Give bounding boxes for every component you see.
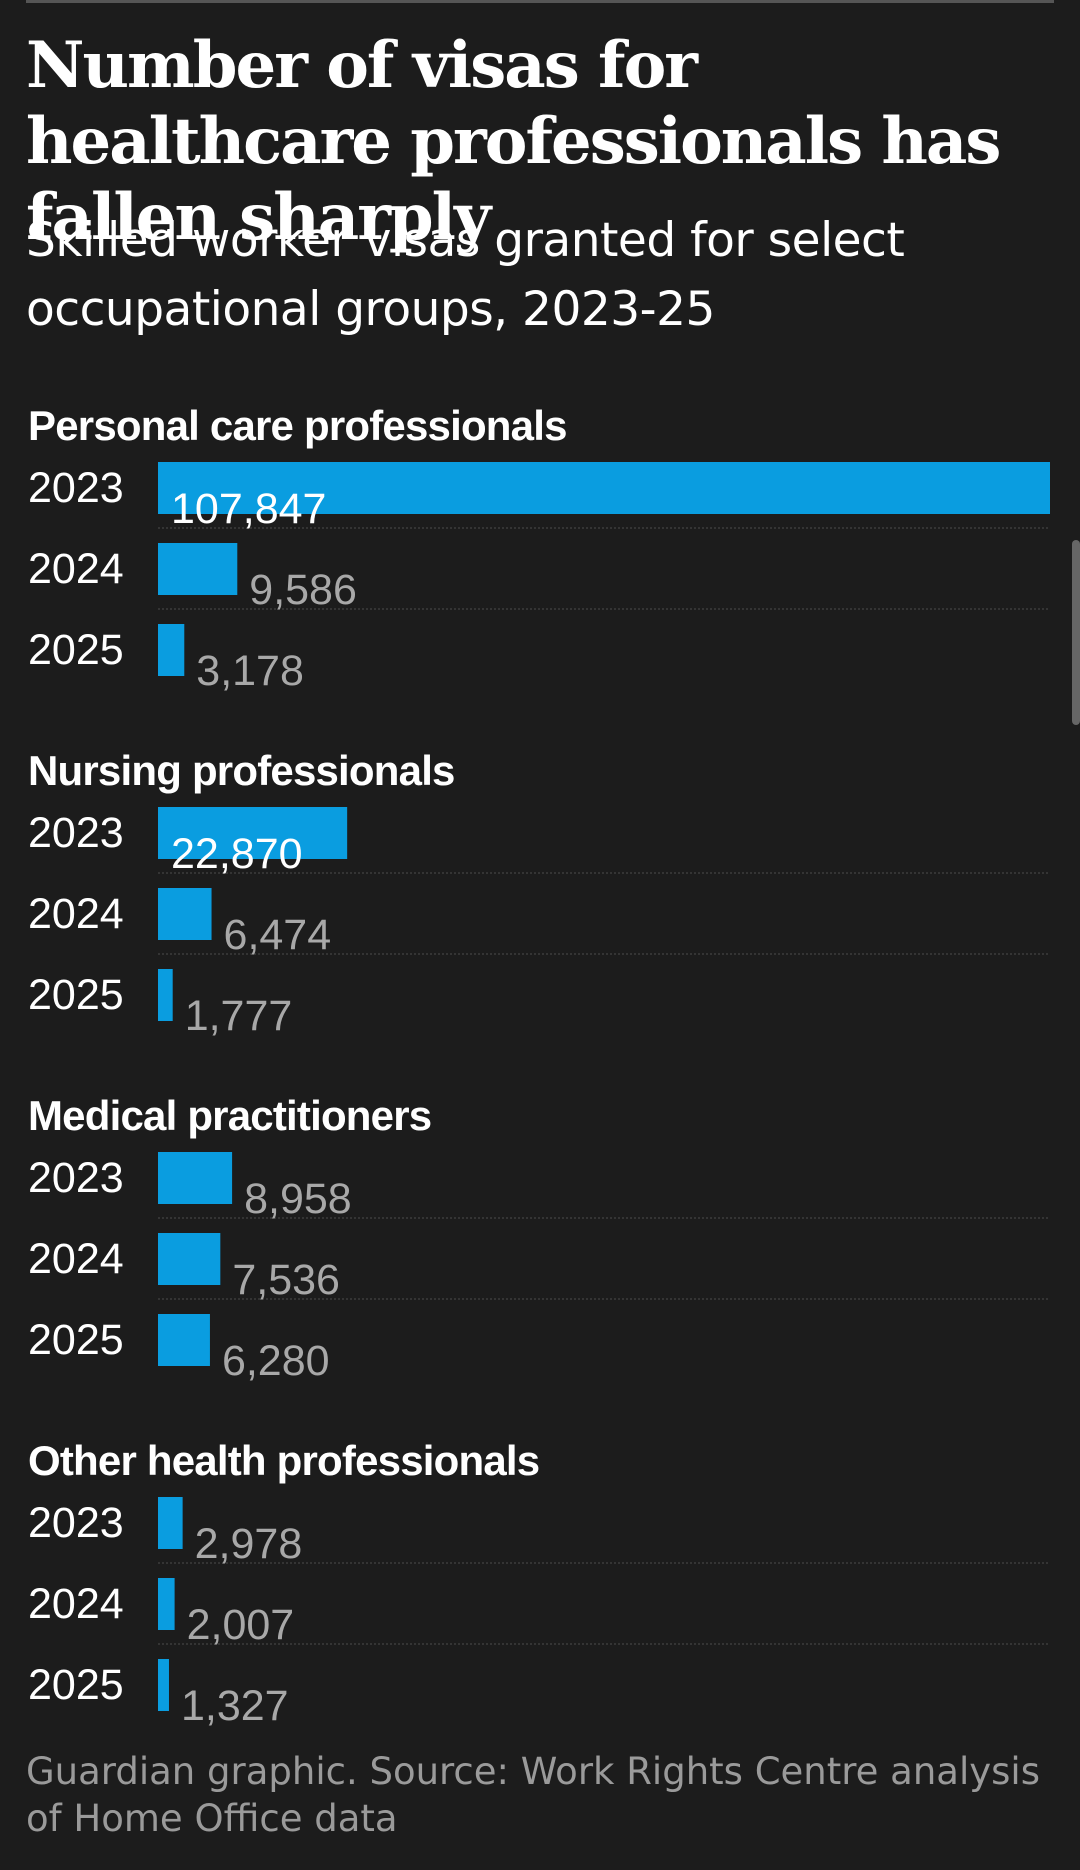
scrollbar[interactable] — [1072, 540, 1080, 725]
value-label: 107,847 — [171, 485, 326, 533]
year-label: 2024 — [28, 1580, 124, 1628]
bar — [158, 1578, 175, 1630]
bar — [158, 969, 173, 1021]
value-label: 6,474 — [224, 911, 332, 959]
year-label: 2025 — [28, 971, 124, 1019]
year-label: 2023 — [28, 1154, 124, 1202]
group-heading: Nursing professionals — [28, 747, 455, 794]
top-rule — [26, 0, 1054, 3]
bar — [158, 462, 1050, 514]
bar — [158, 1314, 210, 1366]
value-label: 2,978 — [195, 1520, 303, 1568]
bar — [158, 1152, 233, 1204]
group-heading: Medical practitioners — [28, 1092, 431, 1139]
year-label: 2025 — [28, 1316, 124, 1364]
bar — [158, 888, 212, 940]
year-label: 2025 — [28, 626, 124, 674]
bar — [158, 1497, 183, 1549]
value-label: 9,586 — [249, 566, 357, 614]
bar — [158, 624, 185, 676]
value-label: 22,870 — [171, 830, 303, 878]
value-label: 6,280 — [222, 1337, 330, 1385]
year-label: 2024 — [28, 890, 124, 938]
bar — [158, 1233, 221, 1285]
bar — [158, 807, 348, 859]
value-label: 1,327 — [181, 1682, 289, 1730]
year-label: 2023 — [28, 464, 124, 512]
chart-title: Number of visas for healthcare professio… — [26, 28, 1001, 255]
source-note: Guardian graphic. Source: Work Rights Ce… — [26, 1750, 1040, 1840]
year-label: 2024 — [28, 545, 124, 593]
year-label: 2023 — [28, 809, 124, 857]
value-label: 3,178 — [196, 647, 304, 695]
group-heading: Other health professionals — [28, 1437, 539, 1484]
value-label: 8,958 — [244, 1175, 352, 1223]
value-label: 1,777 — [185, 992, 293, 1040]
value-label: 7,536 — [232, 1256, 340, 1304]
bar — [158, 543, 238, 595]
bar — [158, 1659, 169, 1711]
chart-subtitle: Skilled worker visas granted for select … — [26, 213, 905, 337]
value-label: 2,007 — [187, 1601, 295, 1649]
year-label: 2024 — [28, 1235, 124, 1283]
year-label: 2023 — [28, 1499, 124, 1547]
group-heading: Personal care professionals — [28, 402, 567, 449]
year-label: 2025 — [28, 1661, 124, 1709]
